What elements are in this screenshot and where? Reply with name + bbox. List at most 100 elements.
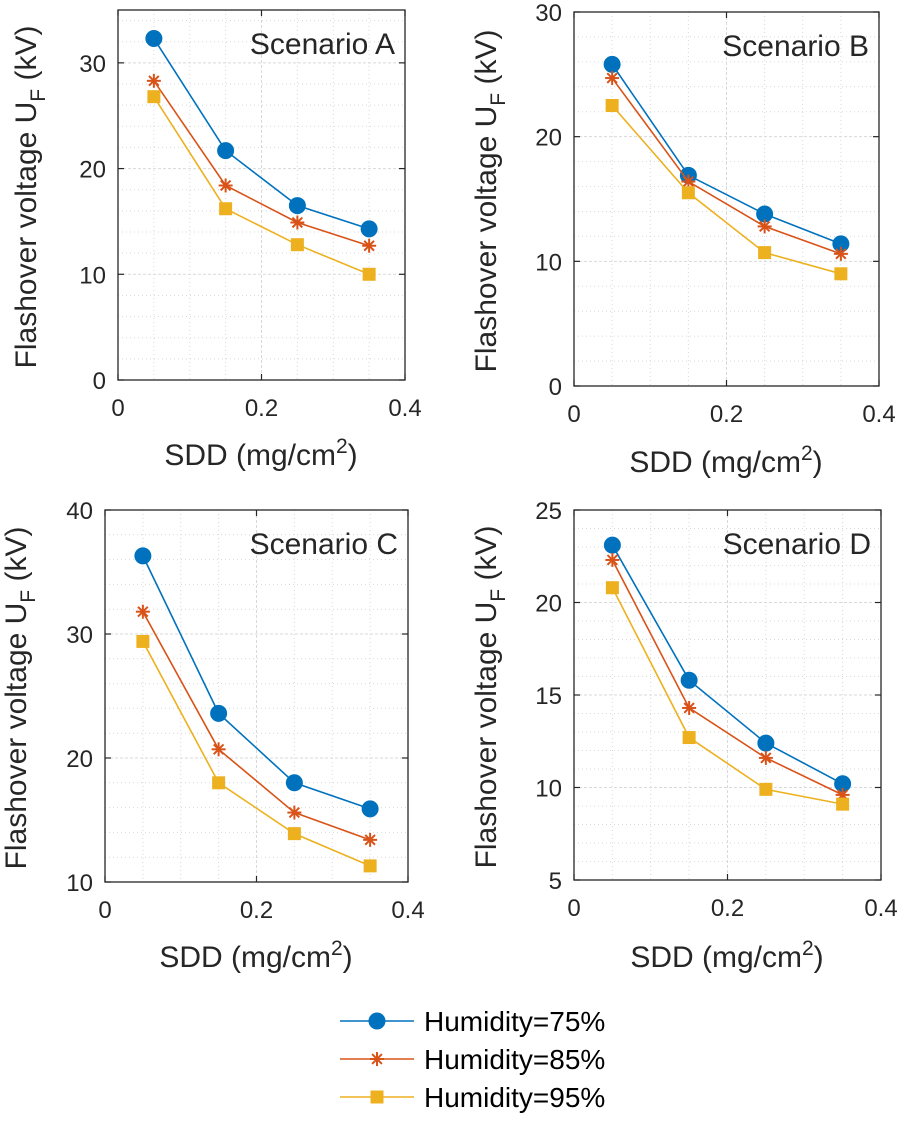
series-line: [142, 555, 371, 810]
data-point: [362, 267, 376, 281]
y-tick-label: 15: [535, 683, 562, 710]
series-line: [153, 38, 370, 230]
legend-item: Humidity=95%: [340, 1082, 605, 1113]
grid: [574, 510, 881, 880]
series-line: [153, 96, 370, 276]
grid: [118, 10, 405, 380]
x-tick-label: 0: [567, 401, 580, 428]
data-point: [603, 536, 621, 554]
data-point: [145, 30, 163, 48]
series-humidity-95-: [136, 634, 377, 873]
x-axis-label: SDD (mg/cm2): [159, 937, 352, 974]
data-point: [833, 246, 848, 261]
y-tick-label: 10: [79, 262, 106, 289]
x-axis-label: SDD (mg/cm2): [164, 435, 357, 472]
series-line: [153, 80, 370, 247]
data-point: [361, 800, 379, 818]
series-line: [611, 587, 843, 805]
legend-label: Humidity=85%: [424, 1044, 605, 1075]
x-tick-label: 0.4: [388, 395, 421, 422]
x-tick-label: 0.2: [245, 395, 278, 422]
y-tick-label: 0: [93, 368, 106, 395]
y-tick-label: 0: [549, 374, 562, 401]
y-axis-label: Flashover voltage UF (kV): [0, 527, 40, 870]
data-point: [147, 90, 161, 104]
chart-panel-3: 0 0.2 0.4 10 20 30 40 Scenario C SDD (mg/cm2) Fla…: [0, 498, 425, 974]
legend: Humidity=75% Humidity=85% Humidity=95%: [340, 1006, 605, 1113]
data-point: [290, 238, 304, 252]
series-line: [611, 104, 842, 275]
x-tick-label: 0.2: [711, 895, 744, 922]
data-point: [757, 734, 775, 752]
y-axis-label: Flashover voltage UF (kV): [470, 526, 510, 869]
scenario-title: Scenario A: [250, 28, 395, 61]
x-tick-label: 0.4: [862, 401, 895, 428]
data-point: [287, 827, 301, 841]
data-point: [218, 178, 233, 193]
x-tick-label: 0: [111, 395, 124, 422]
x-axis-label: SDD (mg/cm2): [629, 442, 822, 479]
x-tick-label: 0: [98, 897, 111, 924]
x-tick-label: 0.2: [240, 897, 273, 924]
y-tick-label: 10: [535, 776, 562, 803]
data-point: [217, 142, 235, 160]
data-point: [146, 73, 161, 88]
chart-panel-2: 0 0.2 0.4 0 10 20 30 Scenario B SDD (mg/cm2) Flas…: [470, 0, 896, 479]
x-tick-label: 0.2: [710, 401, 743, 428]
series-humidity-85-: [146, 73, 377, 253]
series-humidity-95-: [605, 581, 850, 811]
data-point: [287, 805, 302, 820]
data-point: [211, 742, 226, 757]
series-line: [142, 641, 371, 867]
data-point: [757, 219, 772, 234]
series-humidity-85-: [605, 71, 848, 261]
y-tick-label: 25: [535, 498, 562, 525]
y-tick-label: 20: [66, 746, 93, 773]
y-axis-label: Flashover voltage UF (kV): [470, 30, 510, 373]
data-point: [136, 634, 150, 648]
data-point: [681, 186, 695, 200]
data-point: [135, 604, 150, 619]
data-point: [682, 731, 696, 745]
data-point: [363, 832, 378, 847]
series-humidity-75-: [603, 536, 852, 793]
data-point: [363, 859, 377, 873]
legend-item: Humidity=75%: [340, 1006, 605, 1037]
series-humidity-85-: [605, 552, 850, 802]
y-tick-label: 20: [535, 125, 562, 152]
data-point: [836, 797, 850, 811]
data-point: [285, 774, 303, 792]
series-humidity-95-: [147, 90, 376, 281]
y-tick-label: 10: [535, 249, 562, 276]
y-tick-label: 30: [66, 622, 93, 649]
grid: [574, 12, 879, 386]
data-point: [290, 215, 305, 230]
y-tick-label: 30: [535, 0, 562, 27]
y-tick-label: 20: [535, 591, 562, 618]
series-humidity-95-: [605, 99, 848, 281]
series-humidity-85-: [135, 604, 378, 847]
chart-panel-1: 0 0.2 0.4 0 10 20 30 Scenario A SDD (mg/cm2) Flas…: [10, 9, 422, 472]
series-line: [611, 77, 842, 255]
legend-item: Humidity=85%: [340, 1044, 605, 1075]
series-line: [142, 611, 371, 841]
y-axis-label: Flashover voltage UF (kV): [10, 26, 50, 369]
y-tick-label: 40: [66, 498, 93, 525]
scenario-title: Scenario D: [723, 528, 871, 561]
data-point: [680, 671, 698, 689]
x-tick-label: 0.4: [391, 897, 424, 924]
data-point: [758, 750, 773, 765]
legend-marker: [370, 1052, 384, 1066]
data-point: [834, 267, 848, 281]
grid: [105, 510, 408, 882]
legend-label: Humidity=75%: [424, 1006, 605, 1037]
series-humidity-75-: [134, 547, 379, 818]
data-point: [362, 238, 377, 253]
legend-marker: [368, 1012, 386, 1030]
legend-label: Humidity=95%: [424, 1082, 605, 1113]
y-tick-label: 30: [79, 51, 106, 78]
scenario-title: Scenario C: [250, 528, 398, 561]
x-axis-label: SDD (mg/cm2): [630, 937, 823, 974]
data-point: [288, 197, 306, 215]
